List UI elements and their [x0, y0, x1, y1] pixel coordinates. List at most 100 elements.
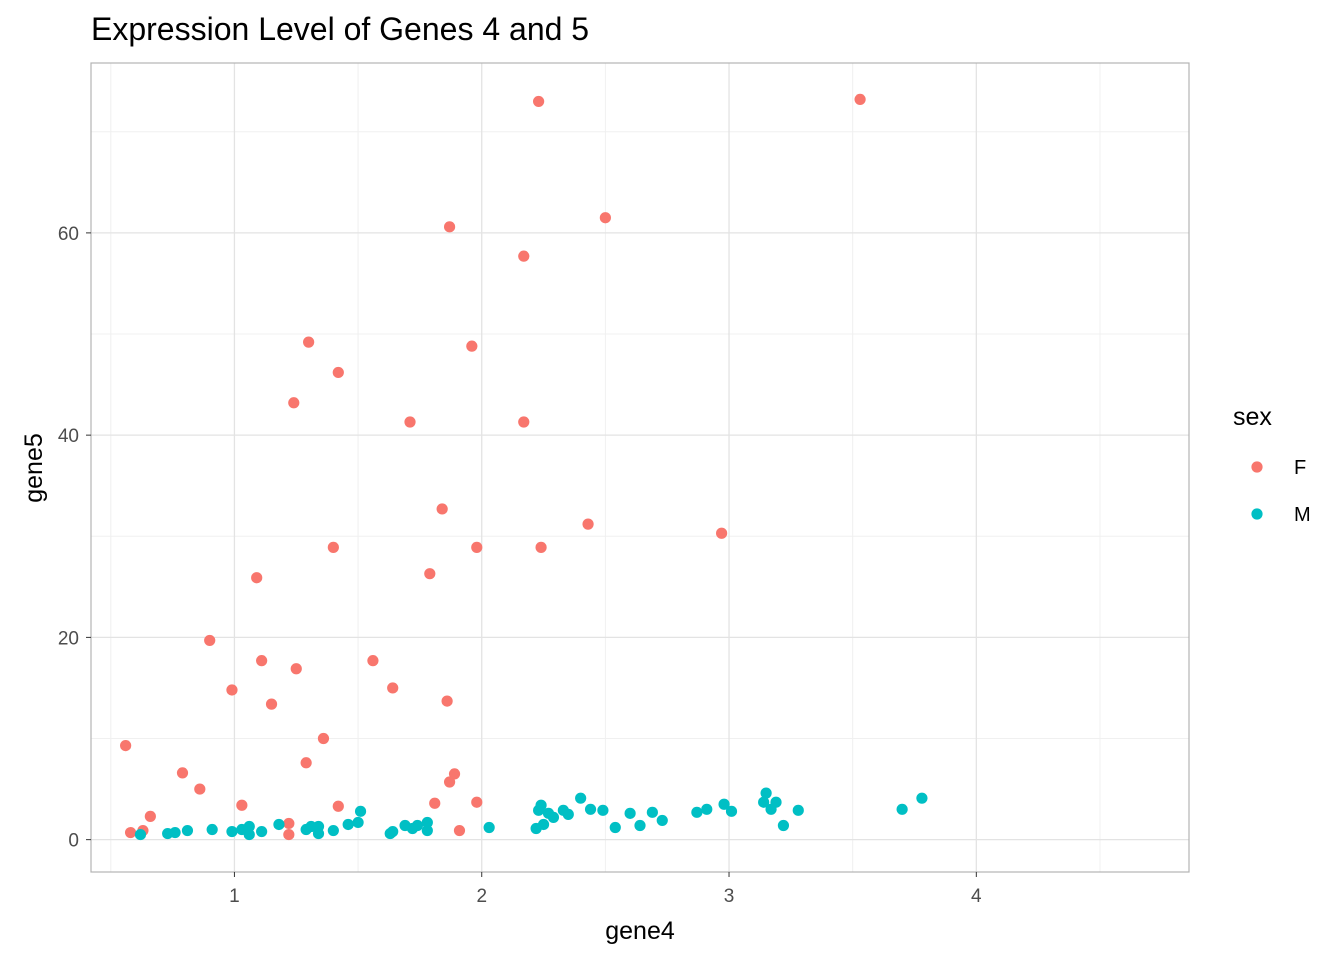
point-F-5	[303, 336, 315, 348]
point-M-48	[236, 823, 248, 836]
point-F-7	[332, 366, 344, 379]
point-M-37	[352, 816, 364, 829]
point-F-35	[471, 796, 483, 808]
chart-title: Expression Level of Genes 4 and 5	[91, 11, 589, 47]
point-M-54	[134, 828, 147, 841]
legend-key-M	[1251, 508, 1263, 520]
point-F-11	[436, 503, 448, 515]
point-F-12	[582, 518, 594, 530]
point-F-28	[317, 732, 330, 745]
point-M-43	[300, 823, 312, 836]
y-axis-title: gene5	[20, 433, 48, 503]
y-tick-label-3: 60	[58, 224, 79, 245]
point-M-44	[273, 818, 285, 831]
point-F-36	[236, 799, 248, 811]
point-M-21	[557, 804, 569, 816]
point-M-15	[624, 807, 636, 819]
point-F-4	[518, 250, 530, 262]
point-M-23	[542, 807, 555, 819]
point-F-38	[144, 810, 156, 822]
point-M-51	[181, 824, 194, 837]
point-F-27	[120, 739, 132, 752]
x-tick-label-0: 1	[229, 886, 240, 907]
point-F-9	[404, 416, 416, 428]
point-M-11	[691, 806, 703, 818]
x-tick-label-3: 4	[971, 886, 982, 907]
point-M-17	[597, 804, 609, 816]
point-F-32	[443, 776, 456, 788]
point-M-30	[421, 824, 433, 837]
point-F-39	[283, 817, 295, 830]
point-F-23	[226, 684, 238, 696]
point-F-42	[283, 828, 295, 841]
point-F-29	[300, 757, 312, 769]
point-F-43	[453, 824, 466, 837]
point-M-8	[718, 798, 730, 810]
point-F-37	[332, 800, 344, 812]
point-F-3	[443, 221, 456, 233]
point-M-7	[777, 819, 790, 832]
point-M-35	[384, 827, 396, 840]
point-M-6	[792, 804, 804, 816]
point-F-1	[533, 95, 545, 108]
point-F-31	[448, 768, 461, 780]
point-F-30	[176, 767, 189, 779]
legend-key-F	[1251, 461, 1263, 473]
point-M-9	[725, 805, 738, 817]
point-F-21	[367, 655, 379, 667]
point-F-33	[194, 783, 206, 795]
point-F-15	[471, 541, 483, 553]
point-M-28	[483, 821, 495, 834]
point-F-22	[290, 663, 302, 675]
point-F-26	[441, 695, 453, 707]
point-F-14	[327, 541, 339, 553]
x-axis-title: gene4	[605, 917, 675, 945]
point-M-25	[533, 804, 545, 816]
point-M-16	[609, 821, 621, 834]
point-M-2	[760, 787, 772, 799]
point-M-33	[399, 819, 411, 832]
point-F-20	[256, 655, 268, 667]
point-F-13	[716, 527, 728, 539]
data-points	[120, 93, 928, 841]
point-M-41	[312, 827, 325, 840]
legend-items: FM	[1251, 457, 1311, 526]
legend-label-F: F	[1294, 457, 1306, 479]
point-M-45	[256, 825, 268, 838]
point-F-0	[854, 93, 866, 106]
point-F-6	[466, 340, 478, 352]
point-M-3	[758, 796, 770, 808]
point-M-13	[646, 806, 658, 818]
y-axis-ticks: 0 20 40 60	[58, 224, 91, 852]
legend-label-M: M	[1294, 504, 1311, 526]
point-M-50	[206, 823, 218, 836]
point-M-0	[916, 792, 928, 804]
legend-title: sex	[1233, 403, 1272, 431]
point-M-27	[530, 822, 542, 835]
point-M-19	[575, 792, 587, 804]
point-M-36	[354, 805, 367, 817]
grid-minor	[91, 63, 1189, 872]
point-M-38	[342, 818, 354, 831]
point-F-25	[265, 698, 278, 710]
y-tick-label-2: 40	[58, 426, 79, 447]
point-F-18	[424, 568, 436, 580]
point-F-34	[429, 797, 441, 809]
point-M-49	[226, 825, 238, 838]
x-tick-label-2: 3	[724, 886, 735, 907]
y-tick-label-1: 20	[58, 628, 79, 649]
point-F-24	[387, 682, 399, 694]
point-M-39	[327, 824, 339, 837]
point-M-1	[896, 803, 908, 815]
point-F-2	[599, 212, 611, 224]
point-M-29	[421, 816, 433, 829]
point-M-53	[162, 827, 174, 840]
point-M-18	[584, 803, 597, 815]
point-F-10	[518, 416, 530, 428]
point-F-17	[251, 572, 263, 584]
point-M-5	[765, 803, 777, 815]
point-M-12	[656, 814, 668, 827]
point-F-8	[288, 397, 300, 409]
legend: sex FM	[1233, 403, 1311, 526]
